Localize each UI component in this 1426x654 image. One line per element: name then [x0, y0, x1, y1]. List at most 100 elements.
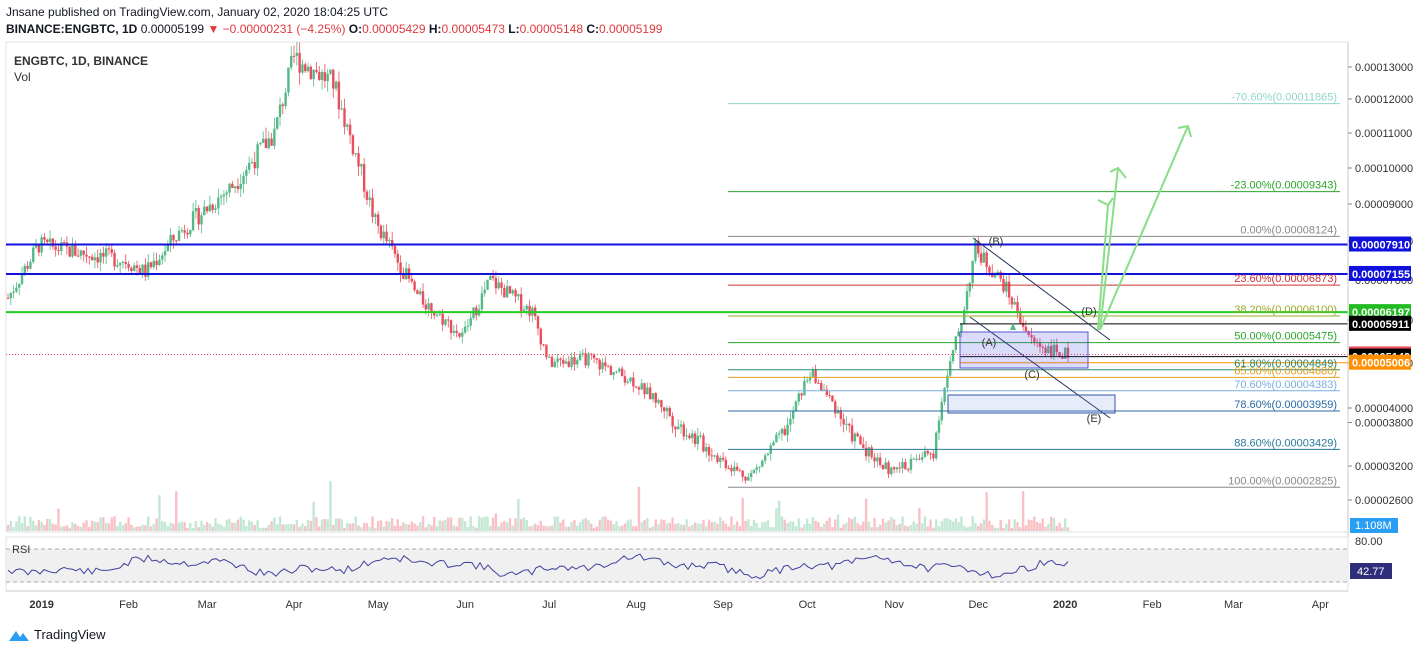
- candle-body: [503, 287, 506, 298]
- candle-body: [463, 326, 467, 333]
- volume-bar: [918, 507, 921, 531]
- volume-bar: [239, 516, 242, 531]
- candle-body: [721, 457, 725, 460]
- volume-bar: [121, 525, 125, 531]
- volume-bar: [270, 521, 273, 531]
- tradingview-brand[interactable]: TradingView: [8, 627, 106, 642]
- volume-bar: [710, 522, 714, 531]
- candle-body: [292, 55, 296, 57]
- candle-body: [365, 191, 369, 200]
- volume-bar: [158, 495, 161, 531]
- volume-bar: [836, 514, 840, 531]
- candle-body: [662, 407, 666, 412]
- candle-body: [1038, 342, 1042, 347]
- open-value: 0.00005429: [362, 22, 426, 36]
- volume-bar: [724, 523, 728, 531]
- volume-bar: [250, 521, 254, 531]
- volume-bar: [256, 520, 259, 531]
- price-tick: 0.00009000: [1355, 199, 1413, 211]
- volume-bar: [932, 527, 935, 531]
- volume-bar: [486, 516, 489, 531]
- candle-body: [247, 162, 251, 170]
- volume-bar: [306, 519, 310, 531]
- candle-body: [34, 244, 38, 248]
- volume-bar: [161, 521, 164, 531]
- volume-bar: [118, 521, 122, 531]
- publisher-line: Jnsane published on TradingView.com, Jan…: [6, 5, 389, 19]
- volume-bar: [90, 520, 94, 531]
- volume-bar: [567, 526, 571, 531]
- volume-bar: [231, 522, 234, 531]
- candle-body: [873, 457, 876, 462]
- volume-bar: [76, 526, 80, 531]
- candle-body: [320, 71, 324, 81]
- volume-bar: [200, 520, 203, 531]
- candle-body: [48, 238, 52, 242]
- candle-body: [348, 124, 352, 136]
- volume-bar: [590, 523, 593, 531]
- volume-bar: [320, 519, 324, 531]
- volume-bar: [483, 516, 486, 531]
- candle-body: [253, 162, 256, 169]
- candle-body: [525, 305, 528, 310]
- candle-body: [634, 386, 638, 388]
- candle-body: [337, 81, 341, 110]
- symbol-name[interactable]: BINANCE:ENGBTC, 1D: [6, 22, 138, 36]
- volume-bar: [646, 517, 649, 531]
- last-price: 0.00005199: [140, 22, 205, 36]
- candle-body: [632, 377, 635, 387]
- candle-body: [79, 250, 83, 256]
- down-arrow-icon: ▼: [207, 22, 220, 36]
- volume-bar: [716, 523, 719, 531]
- volume-bar: [489, 525, 492, 531]
- candle-body: [648, 387, 652, 400]
- volume-bar: [135, 526, 139, 531]
- candle-body: [113, 253, 116, 267]
- candle-body: [909, 458, 913, 470]
- candle-body: [276, 117, 279, 129]
- candle-body: [62, 242, 66, 244]
- candle-body: [360, 164, 363, 167]
- volume-bar: [360, 527, 363, 531]
- close-label: C:: [586, 22, 600, 36]
- candle-body: [158, 259, 161, 266]
- volume-bar: [761, 522, 764, 531]
- volume-bar: [500, 522, 503, 531]
- volume-bar: [576, 525, 579, 531]
- volume-bar: [396, 519, 399, 531]
- candle-body: [864, 447, 868, 457]
- volume-bar: [410, 521, 414, 531]
- price-badge: 0.00005006: [1352, 358, 1410, 370]
- candle-body: [988, 266, 991, 273]
- time-tick: Jun: [456, 599, 474, 611]
- candle-body: [934, 432, 938, 459]
- volume-bar: [604, 516, 607, 531]
- candle-body: [290, 55, 293, 68]
- volume-bar: [130, 524, 133, 531]
- candle-body: [1024, 326, 1028, 332]
- candle-body: [1007, 281, 1011, 298]
- volume-bar: [197, 527, 200, 531]
- volume-bar: [461, 517, 464, 531]
- volume-bar: [982, 519, 986, 531]
- candle-body: [786, 424, 789, 436]
- projection-arrow-3: [1099, 125, 1189, 331]
- volume-bar: [222, 526, 226, 531]
- arrowhead-1: [1097, 197, 1114, 207]
- candle-body: [267, 138, 270, 149]
- candle-body: [124, 261, 127, 264]
- candle-body: [904, 461, 907, 470]
- volume-bar: [23, 516, 27, 531]
- candle-body: [954, 336, 958, 350]
- candle-body: [239, 184, 242, 189]
- time-axis-ticks[interactable]: 2019 Feb Mar Apr May Jun Jul Aug Sep Oct Nov Dec 202…: [29, 599, 1329, 611]
- volume-bar: [505, 522, 509, 531]
- volume-bar: [926, 526, 929, 531]
- volume-bar: [693, 522, 697, 531]
- price-axis-ticks[interactable]: 0.00013000 0.00012000 0.00011000 0.00010000…: [1348, 62, 1413, 507]
- volume-bar: [679, 524, 683, 531]
- wave-label-a: (A): [982, 337, 997, 349]
- candle-body: [876, 457, 879, 462]
- candle-body: [169, 234, 172, 244]
